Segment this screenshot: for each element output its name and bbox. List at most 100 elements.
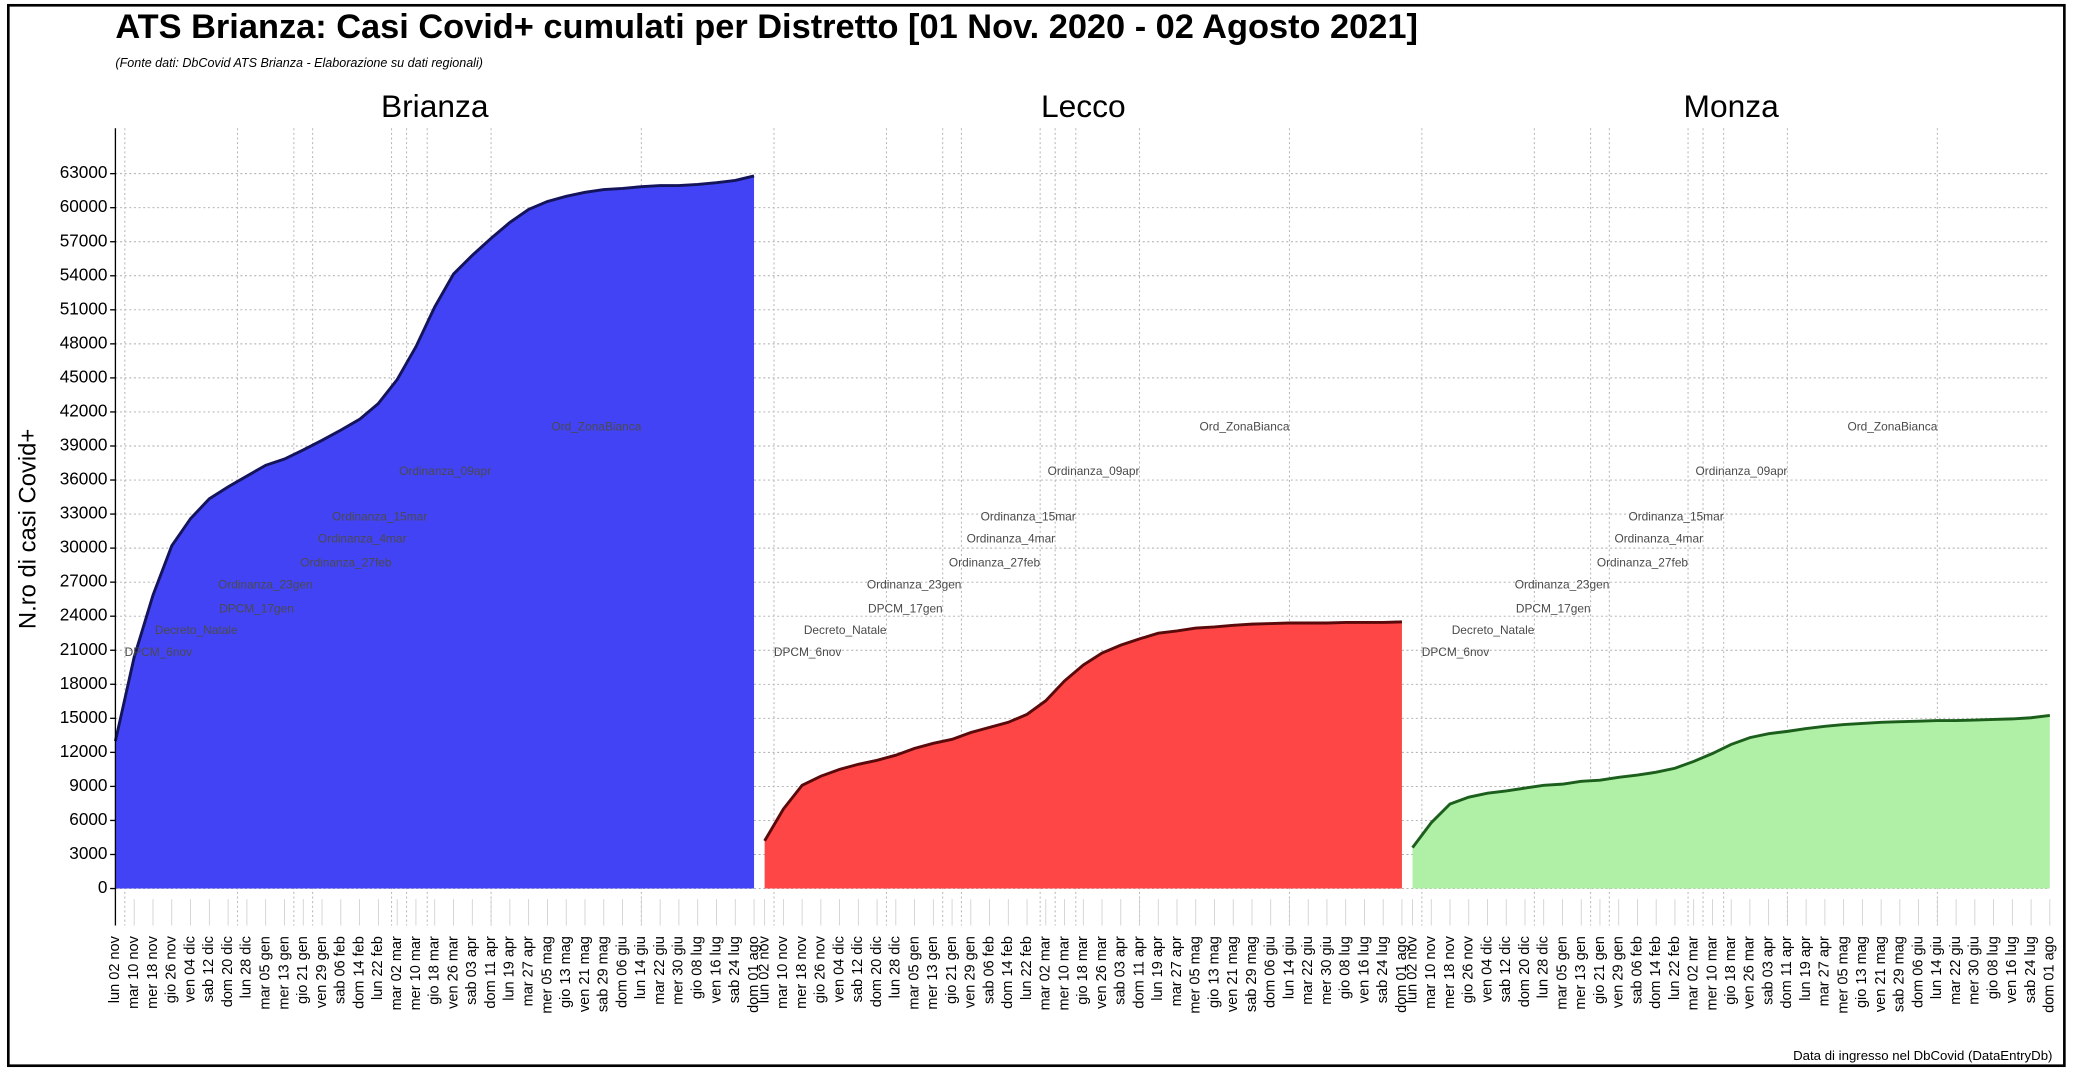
annotation-label: Ordinanza_23gen — [218, 578, 313, 592]
y-tick-label: 6000 — [69, 809, 107, 829]
x-tick-label: ven 26 mar — [1094, 936, 1110, 1009]
x-tick-label: dom 14 feb — [1000, 936, 1016, 1009]
x-tick-label: gio 18 mar — [427, 936, 443, 1005]
x-tick-label: sab 24 lug — [1375, 936, 1391, 1003]
x-tick-label: mer 05 mag — [1188, 936, 1204, 1014]
x-tick-label: lun 22 feb — [1667, 936, 1683, 1000]
x-tick-label: lun 02 nov — [1404, 935, 1420, 1003]
x-tick-label: sab 24 lug — [727, 936, 743, 1003]
footer: Data di ingresso nel DbCovid (DataEntryD… — [1793, 1048, 2052, 1063]
x-tick-label: dom 20 dic — [220, 936, 236, 1007]
x-tick-label: mar 05 gen — [906, 936, 922, 1010]
x-tick-label: mer 30 giu — [1967, 936, 1983, 1005]
x-tick-label: mar 27 apr — [520, 936, 536, 1006]
annotation-label: DPCM_17gen — [219, 602, 294, 616]
area — [115, 175, 755, 889]
x-tick-label: mer 10 mar — [408, 936, 424, 1010]
annotation-label: Ordinanza_23gen — [1515, 578, 1610, 592]
x-tick-label: lun 14 giu — [633, 936, 649, 999]
x-tick-label: mer 30 giu — [1319, 936, 1335, 1005]
x-tick-label: mar 02 mar — [1686, 936, 1702, 1010]
x-tick-label: dom 20 dic — [869, 936, 885, 1007]
x-tick-label: lun 14 giu — [1281, 936, 1297, 999]
panel-title: Monza — [1684, 88, 1780, 124]
area — [1412, 715, 2050, 889]
x-tick-label: ven 04 dic — [182, 936, 198, 1002]
x-tick-label: ven 21 mag — [1873, 936, 1889, 1012]
x-tick-label: gio 18 mar — [1723, 936, 1739, 1005]
x-tick-label: lun 14 giu — [1929, 936, 1945, 999]
annotation-label: Ordinanza_15mar — [332, 510, 427, 524]
annotation-label: Decreto_Natale — [804, 623, 887, 637]
line — [763, 620, 1402, 842]
line — [1411, 714, 2050, 849]
x-tick-label: dom 11 apr — [483, 936, 499, 1009]
x-tick-label: lun 28 dic — [888, 936, 904, 998]
y-tick-label: 42000 — [60, 400, 108, 420]
x-tick-label: dom 01 ago — [1394, 936, 1410, 1013]
x-tick-label: dom 06 giu — [614, 936, 630, 1008]
panel-title: Lecco — [1041, 88, 1126, 124]
x-tick-label: mar 27 apr — [1817, 936, 1833, 1006]
x-tick-label: ven 29 gen — [963, 936, 979, 1008]
annotation-label: Ordinanza_15mar — [981, 510, 1076, 524]
x-tick-label: ven 16 lug — [1356, 936, 1372, 1003]
x-tick-label: mar 10 nov — [126, 935, 142, 1008]
x-tick-label: lun 19 apr — [502, 936, 518, 1001]
x-tick-label: sab 29 mag — [596, 936, 612, 1012]
x-tick-label: mar 22 giu — [1948, 936, 1964, 1005]
annotation-label: DPCM_6nov — [1422, 645, 1489, 659]
y-tick-label: 12000 — [60, 741, 108, 761]
x-tick-label: mer 18 nov — [794, 935, 810, 1008]
y-tick-label: 45000 — [60, 366, 108, 386]
x-tick-label: gio 21 gen — [1592, 936, 1608, 1004]
x-tick-label: mar 02 mar — [389, 936, 405, 1010]
annotation-label: DPCM_6nov — [774, 645, 841, 659]
chart-subtitle: (Fonte dati: DbCovid ATS Brianza - Elabo… — [115, 56, 483, 70]
x-tick-label: sab 06 feb — [1629, 936, 1645, 1004]
annotation-label: Ordinanza_27feb — [300, 556, 392, 570]
x-tick-label: gio 21 gen — [944, 936, 960, 1004]
x-tick-label: sab 03 apr — [1760, 936, 1776, 1005]
x-tick-label: gio 21 gen — [295, 936, 311, 1004]
x-tick-label: gio 08 lug — [1338, 936, 1354, 999]
x-tick-label: lun 22 feb — [370, 936, 386, 1000]
x-tick-label: ven 04 dic — [831, 936, 847, 1002]
x-tick-label: gio 13 mag — [558, 936, 574, 1008]
annotation-label: Ordinanza_09apr — [1696, 464, 1788, 478]
x-tick-label: mar 22 giu — [652, 936, 668, 1005]
annotation-label: Ordinanza_09apr — [399, 464, 491, 478]
x-tick-label: gio 08 lug — [690, 936, 706, 999]
frame — [6, 3, 2066, 1068]
x-tick-label: mer 13 gen — [276, 936, 292, 1010]
x-tick-label: gio 08 lug — [1985, 936, 2001, 999]
annotation-label: Ordinanza_27feb — [949, 556, 1041, 570]
annotation-label: Ordinanza_15mar — [1628, 510, 1723, 524]
x-tick-label: ven 21 mag — [1225, 936, 1241, 1012]
x-tick-label: sab 12 dic — [1498, 936, 1514, 1002]
x-tick-label: ven 26 mar — [445, 936, 461, 1009]
x-tick-label: mer 05 mag — [1835, 936, 1851, 1014]
x-tick-label: gio 13 mag — [1206, 936, 1222, 1008]
x-tick-label: dom 14 feb — [1648, 936, 1664, 1009]
x-tick-label: ven 29 gen — [314, 936, 330, 1008]
y-tick-label: 39000 — [60, 435, 108, 455]
x-tick-label: dom 11 apr — [1131, 936, 1147, 1009]
x-tick-label: sab 03 apr — [1113, 936, 1129, 1005]
x-tick-label: mar 10 nov — [1423, 935, 1439, 1008]
x-tick-label: mer 10 mar — [1704, 936, 1720, 1010]
x-tick-label: dom 01 ago — [2042, 936, 2058, 1013]
x-tick-label: mar 10 nov — [775, 935, 791, 1008]
annotation-label: Ord_ZonaBianca — [1847, 419, 1937, 433]
y-tick-label: 0 — [98, 877, 108, 897]
x-tick-label: mer 05 mag — [539, 936, 555, 1014]
annotation-label: Ordinanza_4mar — [967, 532, 1056, 546]
y-tick-label: 18000 — [60, 673, 108, 693]
x-tick-label: lun 22 feb — [1019, 936, 1035, 1000]
y-tick-label: 36000 — [60, 469, 108, 489]
x-tick-label: dom 01 ago — [746, 936, 762, 1013]
x-tick-label: mer 18 nov — [1442, 935, 1458, 1008]
x-tick-label: gio 26 nov — [813, 935, 829, 1003]
x-tick-label: mar 27 apr — [1169, 936, 1185, 1006]
